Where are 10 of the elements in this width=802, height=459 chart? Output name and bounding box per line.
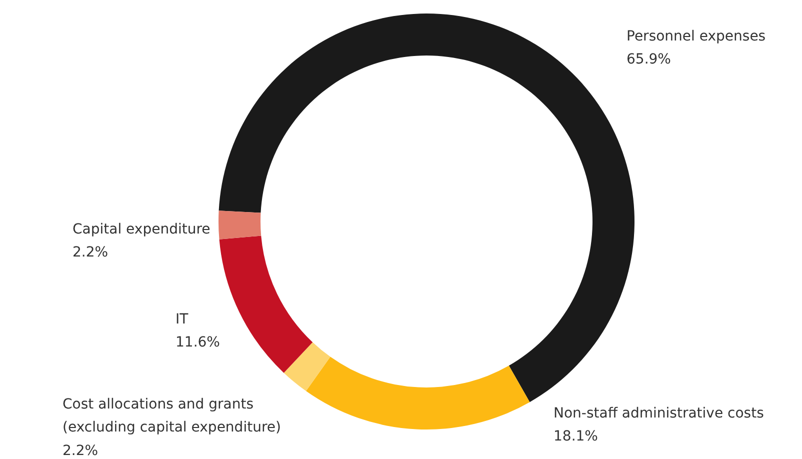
- slice-label: Cost allocations and grants (excluding capital expenditure): [62, 396, 281, 436]
- data-label: 11.6%: [176, 334, 220, 351]
- data-label: 65.9%: [626, 52, 671, 68]
- slice-label: Non-staff administrative costs: [554, 406, 764, 422]
- data-label: 2.2%: [72, 244, 108, 261]
- data-label: 2.2%: [62, 442, 98, 459]
- slice-label: Capital expenditure: [72, 222, 210, 238]
- slice-label: Personnel expenses: [626, 28, 766, 44]
- data-label: 18.1%: [554, 428, 598, 445]
- slice-label: IT: [176, 312, 189, 328]
